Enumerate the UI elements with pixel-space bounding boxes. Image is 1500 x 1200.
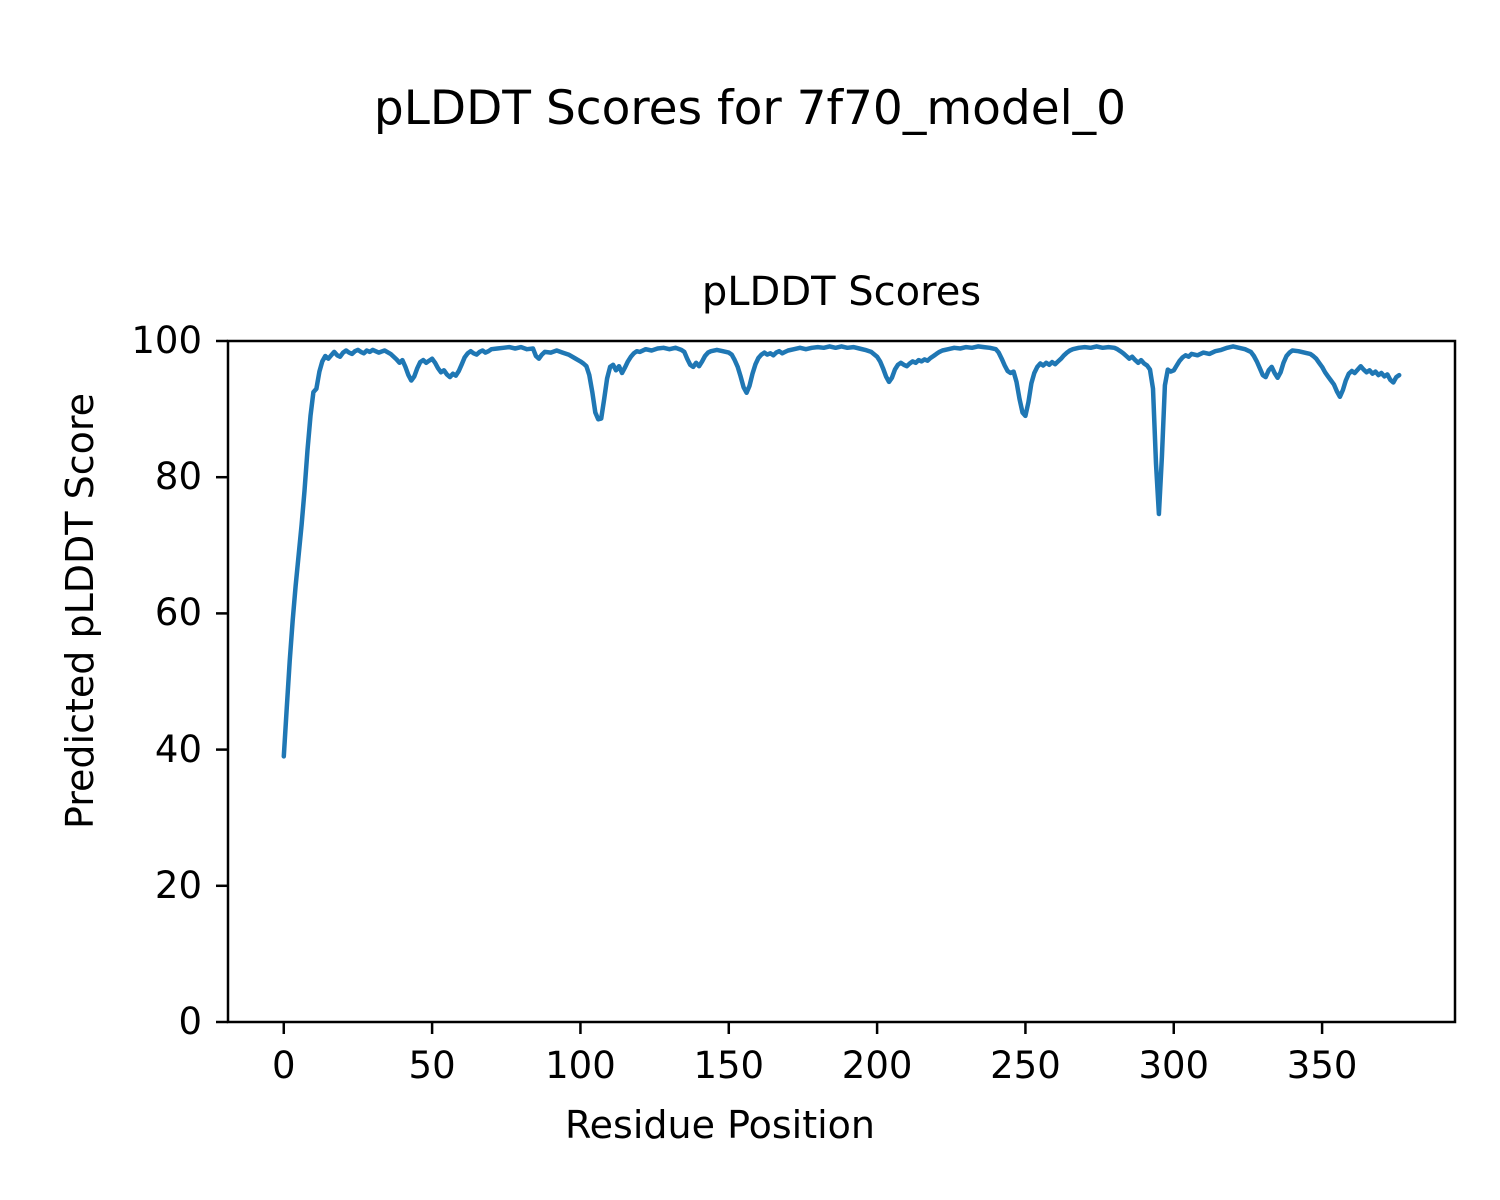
y-tick-label: 80 xyxy=(154,455,202,499)
x-tick-label: 200 xyxy=(841,1044,913,1087)
plddt-line xyxy=(281,344,1402,759)
x-tick-label: 300 xyxy=(1138,1044,1210,1087)
x-tick-label: 50 xyxy=(408,1044,456,1087)
y-tick-label: 20 xyxy=(154,863,202,907)
x-tick-label: 150 xyxy=(693,1044,765,1087)
x-axis-label: Residue Position xyxy=(564,1103,876,1147)
x-tick-label: 0 xyxy=(271,1044,296,1087)
x-tick-label: 350 xyxy=(1286,1044,1358,1087)
axes-title: pLDDT Scores xyxy=(701,269,982,315)
y-tick-label: 40 xyxy=(154,727,202,771)
x-tick-label: 100 xyxy=(545,1044,616,1087)
figure-title: pLDDT Scores for 7f70_model_0 xyxy=(373,81,1127,136)
axes-frame xyxy=(226,339,1457,1024)
x-tick-label: 250 xyxy=(990,1044,1061,1087)
y-tick-label: 100 xyxy=(131,319,202,362)
y-tick-label: 60 xyxy=(154,591,202,635)
y-tick-label: 0 xyxy=(178,1000,202,1043)
